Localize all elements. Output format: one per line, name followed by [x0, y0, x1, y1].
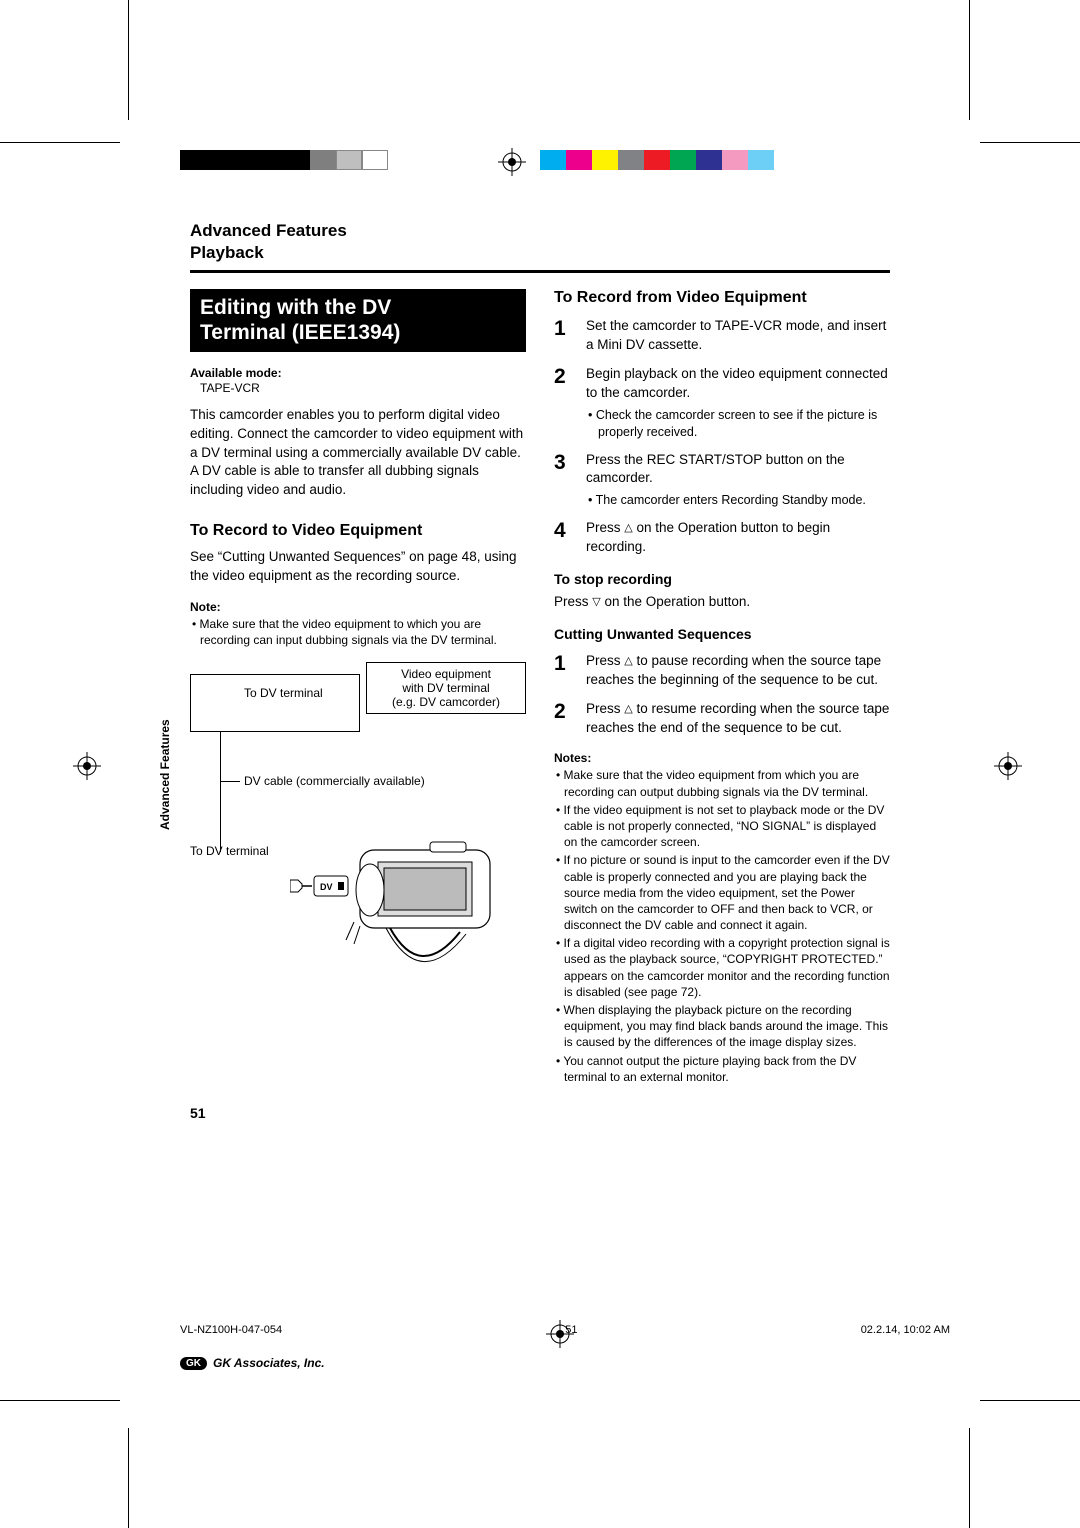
subheading-record-from: To Record from Video Equipment	[554, 289, 890, 307]
camcorder-icon: DV	[290, 822, 510, 992]
dv-cable-label: DV cable (commercially available)	[244, 774, 425, 788]
page-content: Advanced Features Playback Editing with …	[190, 220, 890, 1121]
up-triangle-icon: △	[624, 521, 632, 536]
section-title-l1: Editing with the DV	[200, 295, 516, 320]
subheading-record-to: To Record to Video Equipment	[190, 522, 526, 540]
step-4: 4 Press △ on the Operation button to beg…	[554, 519, 890, 557]
color-bars	[540, 150, 774, 170]
note-item: • When displaying the playback picture o…	[554, 1002, 890, 1051]
step-3: 3 Press the REC START/STOP button on the…	[554, 451, 890, 510]
print-footer: VL-NZ100H-047-054 51 02.2.14, 10:02 AM G…	[180, 1318, 950, 1370]
section-title-l2: Terminal (IEEE1394)	[200, 320, 516, 345]
footer-company: GK GK Associates, Inc.	[180, 1356, 950, 1370]
cut-step-2: 2 Press △ to resume recording when the s…	[554, 700, 890, 738]
grayscale-bars	[180, 150, 388, 170]
step-1: 1 Set the camcorder to TAPE-VCR mode, an…	[554, 317, 890, 355]
footer-timestamp: 02.2.14, 10:02 AM	[861, 1324, 950, 1336]
intro-paragraph: This camcorder enables you to perform di…	[190, 406, 526, 500]
footer-doc-id: VL-NZ100H-047-054	[180, 1324, 282, 1336]
note-item: • Make sure that the video equipment fro…	[554, 767, 890, 799]
page-number: 51	[190, 1105, 890, 1121]
cutting-heading: Cutting Unwanted Sequences	[554, 626, 890, 642]
note-label: Note:	[190, 600, 526, 614]
footer-page: 51	[565, 1324, 577, 1336]
left-column: Editing with the DV Terminal (IEEE1394) …	[190, 289, 526, 1085]
gk-badge-icon: GK	[180, 1357, 207, 1370]
cut-step-1: 1 Press △ to pause recording when the so…	[554, 652, 890, 690]
note-bullet: • Make sure that the video equipment to …	[190, 616, 526, 648]
header-line2: Playback	[190, 242, 890, 264]
note-item: • You cannot output the picture playing …	[554, 1053, 890, 1085]
registration-mark-icon	[498, 148, 526, 176]
note-item: • If a digital video recording with a co…	[554, 935, 890, 1000]
note-item: • If no picture or sound is input to the…	[554, 852, 890, 933]
section-tab: Advanced Features	[158, 719, 172, 830]
stop-recording-heading: To stop recording	[554, 571, 890, 587]
up-triangle-icon: △	[624, 654, 632, 669]
step-2: 2 Begin playback on the video equipment …	[554, 365, 890, 441]
record-to-paragraph: See “Cutting Unwanted Sequences” on page…	[190, 548, 526, 586]
video-equipment-box: Video equipment with DV terminal (e.g. D…	[366, 662, 526, 714]
section-title-box: Editing with the DV Terminal (IEEE1394)	[190, 289, 526, 351]
available-mode-label: Available mode:	[190, 366, 526, 380]
connection-diagram: Video equipment with DV terminal (e.g. D…	[190, 662, 526, 1002]
notes-label: Notes:	[554, 751, 890, 765]
available-mode-value: TAPE-VCR	[200, 380, 526, 396]
up-triangle-icon: △	[624, 702, 632, 717]
registration-mark-icon	[73, 752, 101, 780]
registration-mark-icon	[994, 752, 1022, 780]
down-triangle-icon: ▽	[592, 595, 600, 610]
header-line1: Advanced Features	[190, 220, 890, 242]
svg-text:DV: DV	[320, 882, 333, 892]
page-header: Advanced Features Playback	[190, 220, 890, 273]
to-dv-terminal-label-2: To DV terminal	[190, 844, 269, 858]
note-item: • If the video equipment is not set to p…	[554, 802, 890, 851]
right-column: To Record from Video Equipment 1 Set the…	[554, 289, 890, 1085]
